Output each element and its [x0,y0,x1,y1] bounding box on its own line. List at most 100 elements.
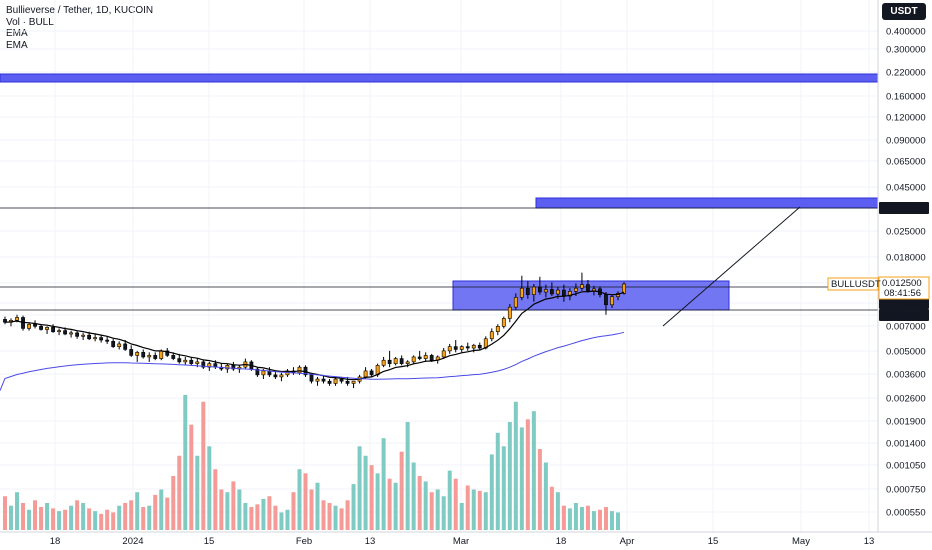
candle-body [69,332,74,335]
volume-bar [171,476,176,530]
volume-bar [129,500,134,530]
volume-bar [345,500,350,530]
volume-bar [75,500,80,530]
candle-body [543,289,548,293]
volume-bar [549,486,554,530]
price-tick-label: 0.001050 [886,461,926,472]
candle-body [147,355,152,358]
time-tick-label: 18 [50,536,61,547]
candle-body [351,380,356,384]
candle-body [123,343,128,350]
volume-bar [135,492,140,530]
volume-bar [87,508,92,530]
candle-body [27,323,31,329]
volume-bar [261,498,266,530]
time-tick-label: 15 [708,536,719,547]
price-tick-label: 0.001400 [886,439,926,450]
time-tick-label: 2024 [122,536,143,547]
candle-body [279,374,284,378]
price-tick-label: 0.000750 [886,485,926,496]
volume-bar [399,451,404,530]
volume-bar [51,508,56,530]
candle-body [171,355,176,359]
volume-bar [453,478,458,530]
price-tick-label: 0.300000 [886,45,926,56]
time-tick-label: 15 [204,536,215,547]
trend-line-segment [662,206,801,327]
level-badge: 0.034950 [882,204,922,215]
candle-body [51,327,55,333]
candle-body [501,318,506,327]
currency-button[interactable]: USDT [882,3,926,20]
volume-bar [405,422,410,530]
candle-body [555,289,560,295]
candle-body [75,332,80,337]
candle-body [429,355,434,361]
volume-bar [189,424,194,530]
volume-bar [537,449,542,530]
volume-bar [45,503,50,530]
level-badge: 0.008739 [882,311,922,322]
volume-bar [15,492,20,530]
candle-body [63,330,67,335]
volume-bar [177,455,182,530]
volume-bar [147,505,152,530]
legend-volume: Vol · BULL [6,16,54,28]
candle-body [477,344,482,349]
volume-bar [351,484,356,530]
symbol-label-box [827,277,879,291]
candle-body [129,349,134,356]
candle-body [105,339,110,342]
price-tick-label: 0.001900 [886,417,926,428]
ema-long-line [0,331,625,391]
volume-bar [303,473,308,530]
candle-body [309,374,314,382]
ema-lines [0,290,625,391]
candle-body [405,361,410,364]
volume-bar [153,494,158,530]
volume-bar [519,427,524,530]
volume-bar [477,490,482,530]
time-tick-label: 13 [864,536,875,547]
volume-bar [483,492,488,530]
price-tick-label: 0.120000 [886,113,926,124]
chart-legend: Bullieverse / Tether, 1D, KUCOIN Vol · B… [6,5,153,51]
time-axis[interactable]: 18 2024 15 Feb 13 Mar 18 Apr 15 May 13 [0,531,932,547]
volume-bar [21,503,26,530]
volume-bar [561,505,566,530]
time-tick-label: 18 [556,536,567,547]
volume-bar [357,446,362,530]
volume-bar [99,513,104,530]
candle-body [471,344,476,349]
grid [0,0,878,532]
volume-bar [555,492,560,530]
candle-body [297,366,302,374]
price-tick-label: 0.005000 [886,347,926,358]
candle-body [225,365,230,370]
candle-body [183,359,188,363]
volume-bar [159,489,164,530]
volume-bar [369,465,374,530]
volume-bar [585,505,590,530]
volume-bar [615,512,620,530]
volume-bar [441,496,446,530]
volume-bar [63,509,68,530]
candle-body [201,361,206,368]
volume-bar [507,422,512,530]
volume-bar [225,492,230,530]
candles [3,272,626,389]
candle-body [586,284,590,292]
candle-body [562,289,566,297]
level-badge-bg [879,297,929,309]
candle-body [507,306,512,319]
volume-bar [207,446,212,530]
volume-bar [429,492,434,530]
candle-body [489,331,494,340]
volume-bar [459,503,464,530]
volume-bar [465,485,470,530]
price-axis[interactable]: 0.400000 0.300000 0.220000 0.160000 0.120000… [877,0,926,532]
symbol-label: BULLUSDT [831,279,881,290]
volume-bar [333,505,338,530]
candle-body [441,350,446,358]
